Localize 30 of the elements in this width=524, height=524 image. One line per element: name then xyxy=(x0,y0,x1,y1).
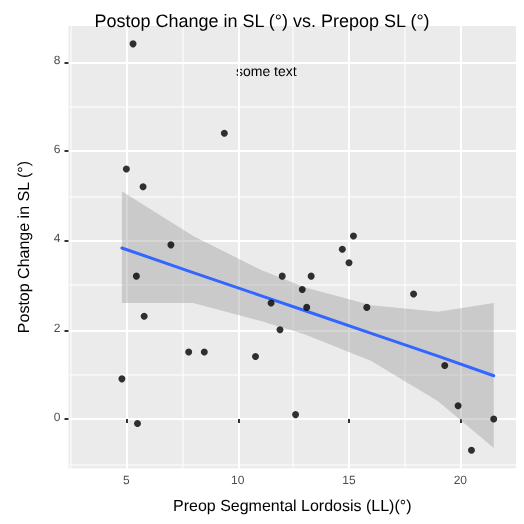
point xyxy=(298,286,306,294)
chart-title: Postop Change in SL (°) vs. Prepop SL (°) xyxy=(94,11,430,31)
y-axis-title: Postop Change in SL (°) xyxy=(15,160,33,334)
point xyxy=(276,326,284,334)
point xyxy=(252,353,259,361)
point xyxy=(441,361,449,369)
point xyxy=(140,312,148,320)
point xyxy=(200,348,208,356)
point xyxy=(338,245,346,253)
point xyxy=(307,272,315,280)
point xyxy=(467,446,475,454)
point xyxy=(303,303,311,311)
point xyxy=(490,415,498,423)
x-axis-title: Preop Segmental Lordosis (LL)(°) xyxy=(172,497,413,515)
point xyxy=(134,420,141,428)
point xyxy=(220,129,228,137)
point xyxy=(139,183,147,191)
point xyxy=(292,411,300,419)
point xyxy=(167,241,175,249)
point xyxy=(454,402,462,410)
point xyxy=(132,272,140,280)
point xyxy=(349,232,357,240)
point xyxy=(278,272,286,280)
point xyxy=(363,303,371,311)
point xyxy=(410,290,418,298)
point xyxy=(118,375,126,383)
line-series xyxy=(120,246,496,378)
point xyxy=(345,259,353,267)
point xyxy=(185,348,193,356)
point xyxy=(122,165,130,173)
